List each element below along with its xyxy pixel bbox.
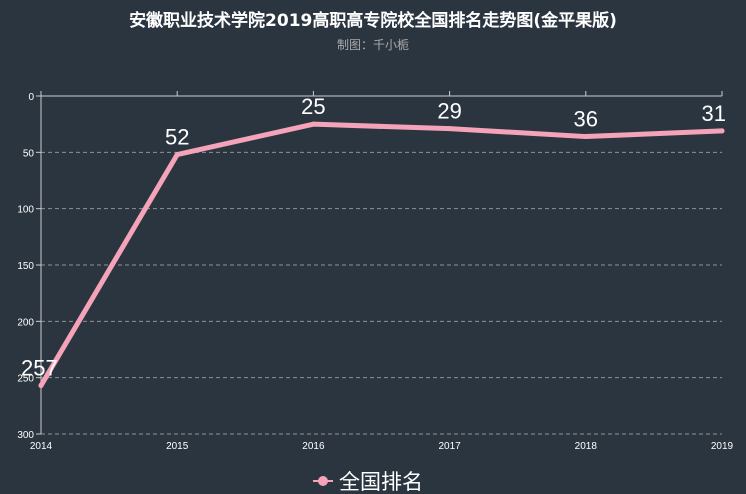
x-tick-label: 2018 xyxy=(575,441,598,452)
x-tick-label: 2015 xyxy=(166,441,189,452)
x-tick-label: 2019 xyxy=(711,441,734,452)
y-tick-label: 300 xyxy=(17,430,34,441)
y-tick-label: 150 xyxy=(17,261,34,272)
data-label: 29 xyxy=(437,99,461,124)
data-point[interactable] xyxy=(719,128,725,134)
data-label: 36 xyxy=(574,107,598,132)
data-point[interactable] xyxy=(447,126,453,132)
chart-subtitle: 制图：千小栀 xyxy=(337,38,409,52)
series-layer xyxy=(38,121,725,389)
y-tick-label: 250 xyxy=(17,374,34,385)
legend[interactable]: 全国排名 xyxy=(313,470,423,494)
data-point[interactable] xyxy=(38,383,44,389)
data-labels: 257 52 25 29 36 31 xyxy=(21,94,726,380)
data-point[interactable] xyxy=(310,121,316,127)
data-label: 257 xyxy=(21,356,58,381)
data-label: 52 xyxy=(165,125,189,150)
x-tick-label: 2014 xyxy=(30,441,53,452)
data-point[interactable] xyxy=(174,152,180,158)
data-label: 25 xyxy=(301,94,325,119)
grid xyxy=(41,151,722,435)
x-tick-label: 2017 xyxy=(438,441,461,452)
x-tick-label: 2016 xyxy=(302,441,325,452)
chart-title: 安徽职业技术学院2019高职高专院校全国排名走势图(金平果版) xyxy=(129,10,617,31)
series-line[interactable] xyxy=(38,121,725,389)
y-tick-label: 200 xyxy=(17,317,34,328)
y-tick-label: 0 xyxy=(28,92,34,103)
legend-marker-icon xyxy=(318,476,328,486)
data-point[interactable] xyxy=(583,134,589,140)
y-tick-label: 100 xyxy=(17,205,34,216)
legend-label: 全国排名 xyxy=(339,470,423,494)
y-tick-label: 50 xyxy=(23,148,35,159)
data-label: 31 xyxy=(702,101,726,126)
